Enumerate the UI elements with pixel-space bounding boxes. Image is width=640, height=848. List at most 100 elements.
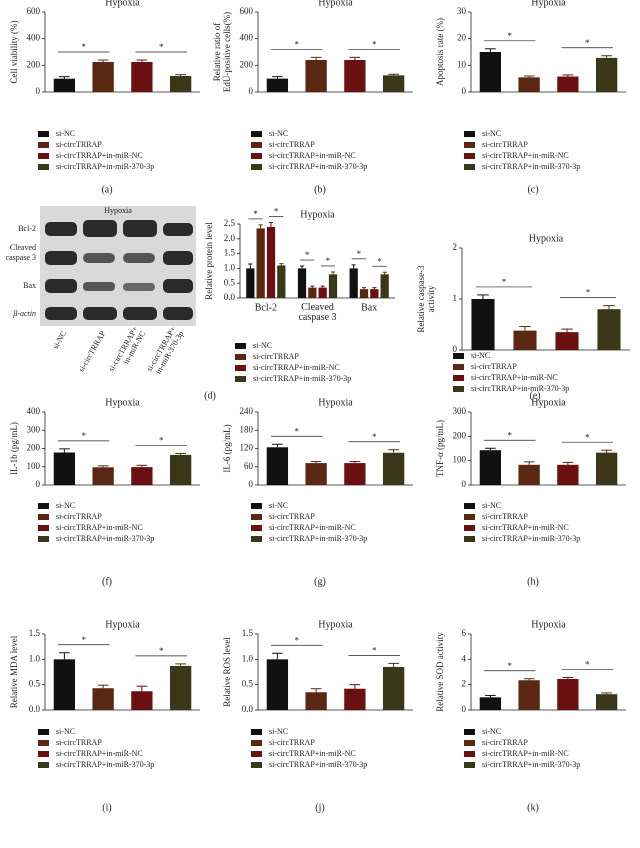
- bar: [246, 268, 255, 298]
- significance-star: *: [372, 432, 377, 442]
- y-tick-label: 20: [457, 33, 467, 43]
- legend-label: si-circTRRAP+in-miR-NC: [482, 151, 569, 160]
- legend-label: si-circTRRAP: [56, 512, 102, 521]
- y-tick-label: 4: [462, 653, 467, 663]
- y-tick-label: 0: [462, 479, 467, 489]
- y-tick-label: 0: [249, 479, 254, 489]
- bar: [92, 62, 114, 92]
- y-tick-label: 400: [240, 33, 254, 43]
- panel-label: (e): [529, 390, 540, 401]
- significance-star: *: [585, 660, 590, 670]
- legend-swatch: [453, 375, 464, 381]
- legend-label: si-circTRRAP: [482, 140, 528, 149]
- bar: [359, 289, 369, 298]
- blot-row-label: Bax: [23, 281, 36, 290]
- blot-row-label: β-actin: [12, 309, 36, 318]
- y-tick-label: 1.0: [242, 653, 254, 663]
- legend-swatch: [235, 343, 246, 349]
- legend-label: si-circTRRAP+in-miR-370-3p: [56, 534, 154, 543]
- bar: [344, 60, 366, 92]
- bar: [518, 464, 540, 485]
- legend-label: si-NC: [269, 129, 288, 138]
- legend-swatch: [251, 536, 262, 542]
- chart-title: Hypoxia: [105, 619, 140, 630]
- significance-star: *: [326, 256, 331, 266]
- legend-swatch: [251, 503, 262, 509]
- significance-star: *: [274, 207, 279, 217]
- bar: [308, 287, 317, 298]
- significance-star: *: [295, 635, 300, 645]
- panel-label: (h): [527, 576, 539, 587]
- legend-swatch: [464, 536, 475, 542]
- y-axis-label: Cell viability (%): [9, 21, 19, 84]
- y-axis-label: Relative SOD activity: [435, 632, 445, 712]
- y-tick-label: 100: [27, 461, 41, 471]
- bar: [370, 289, 379, 298]
- bar: [169, 76, 192, 92]
- y-tick-label: 1: [453, 293, 458, 303]
- legend-swatch: [38, 514, 49, 520]
- y-tick-label: 1.5: [242, 628, 254, 638]
- significance-star: *: [585, 432, 590, 442]
- x-tick-label: Bcl-2: [255, 302, 277, 313]
- blot-row-label-line: caspase 3: [6, 253, 36, 262]
- legend-label: si-NC: [269, 501, 288, 510]
- bar: [256, 228, 265, 298]
- legend-label: si-circTRRAP+in-miR-370-3p: [56, 760, 154, 769]
- legend-label: si-NC: [269, 727, 288, 736]
- y-axis-label: Apoptosis rate (%): [435, 18, 445, 86]
- legend-swatch: [38, 153, 49, 159]
- bar: [318, 287, 327, 298]
- y-axis-label: IL-1b (pg/mL): [9, 422, 19, 475]
- bar: [266, 226, 276, 298]
- legend-label: si-NC: [253, 341, 272, 350]
- bar: [131, 62, 153, 92]
- blot-lane-label: si-NC: [51, 329, 68, 350]
- legend-swatch: [38, 164, 49, 170]
- y-tick-label: 0: [36, 479, 41, 489]
- legend-label: si-circTRRAP: [269, 140, 315, 149]
- bar: [169, 665, 192, 710]
- legend-swatch: [464, 751, 475, 757]
- legend-swatch: [235, 354, 246, 360]
- y-tick-label: 0.5: [224, 277, 236, 287]
- y-tick-label: 180: [240, 424, 254, 434]
- bar: [479, 450, 502, 485]
- y-axis-label-line: Relative ratio of: [212, 23, 222, 81]
- bar: [344, 463, 366, 485]
- legend-label: si-circTRRAP+in-miR-NC: [269, 523, 356, 532]
- significance-star: *: [295, 39, 300, 49]
- legend-label: si-circTRRAP+in-miR-NC: [56, 151, 143, 160]
- y-tick-label: 0: [36, 86, 41, 96]
- y-tick-label: 0.0: [29, 704, 41, 714]
- bar: [555, 332, 579, 350]
- bar: [597, 309, 621, 350]
- legend-swatch: [251, 740, 262, 746]
- significance-star: *: [82, 635, 87, 645]
- legend-swatch: [464, 729, 475, 735]
- bar: [513, 330, 537, 350]
- bar: [131, 467, 153, 485]
- y-tick-label: 200: [27, 443, 41, 453]
- legend-swatch: [251, 762, 262, 768]
- blot-row-label: Cleaved caspase 3: [6, 243, 36, 262]
- significance-star: *: [508, 31, 513, 41]
- legend-swatch: [251, 131, 262, 137]
- bar: [328, 274, 338, 298]
- blot-row-label: Bcl-2: [18, 224, 36, 233]
- legend-swatch: [464, 142, 475, 148]
- bar: [595, 694, 618, 710]
- panel-label: (a): [101, 184, 112, 195]
- bar: [382, 452, 405, 485]
- chart-title: Hypoxia: [531, 619, 566, 630]
- significance-star: *: [295, 426, 300, 436]
- legend-label: si-circTRRAP+in-miR-370-3p: [482, 534, 580, 543]
- y-tick-label: 300: [27, 424, 41, 434]
- legend-label: si-circTRRAP+in-miR-NC: [471, 373, 558, 382]
- legend-swatch: [464, 740, 475, 746]
- bar: [380, 274, 389, 298]
- legend-label: si-circTRRAP+in-miR-NC: [56, 749, 143, 758]
- significance-star: *: [585, 38, 590, 48]
- y-tick-label: 0.5: [242, 679, 254, 689]
